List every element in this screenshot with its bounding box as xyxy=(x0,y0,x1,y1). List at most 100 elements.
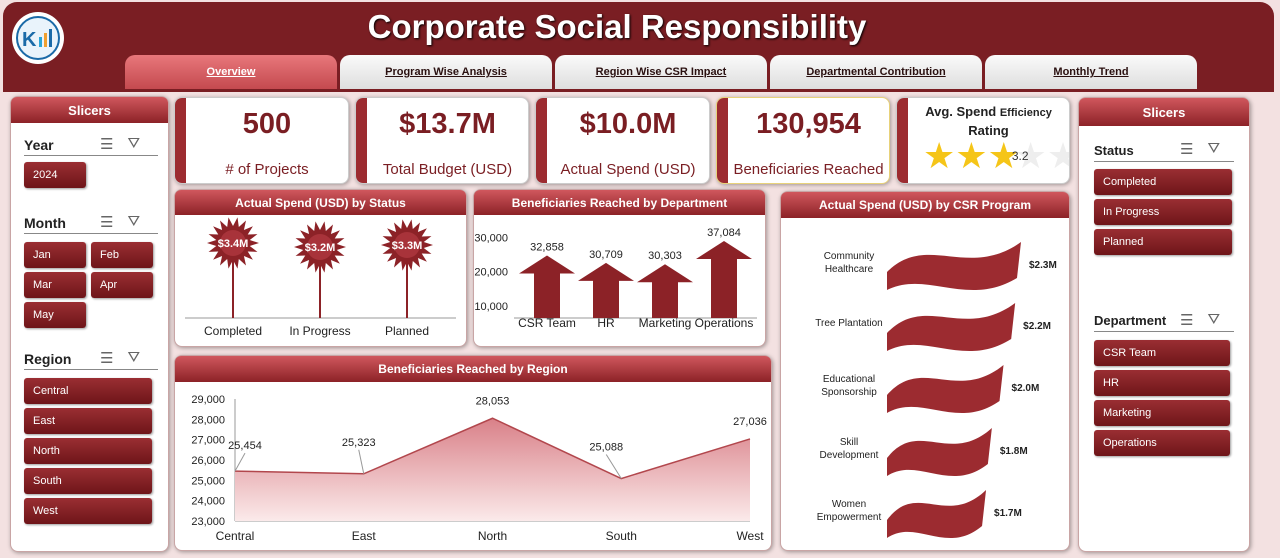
category-label: South xyxy=(606,529,637,543)
y-tick-label: 20,000 xyxy=(474,267,508,279)
y-tick-label: 27,000 xyxy=(191,435,225,447)
left-slicer-title: Slicers xyxy=(11,97,168,123)
region-item-east[interactable]: East xyxy=(24,408,152,434)
divider xyxy=(24,155,158,156)
status-item-completed[interactable]: Completed xyxy=(1094,169,1232,195)
kpi-value: 500 xyxy=(242,108,292,140)
region-item-south[interactable]: South xyxy=(24,468,152,494)
y-tick-label: 29,000 xyxy=(191,394,225,406)
rating-title-2: Efficiency xyxy=(999,107,1052,119)
category-label: In Progress xyxy=(289,324,350,338)
kpi-label: Total Budget (USD) xyxy=(382,161,513,178)
clear-filter-icon[interactable]: ⛛ xyxy=(127,213,141,230)
tab-region-wise-csr-impact[interactable]: Region Wise CSR Impact xyxy=(555,55,767,89)
month-item-mar[interactable]: Mar xyxy=(24,272,86,298)
region-area-chart: 23,000 24,000 25,000 26,000 27,000 28,000 29,0… xyxy=(191,394,766,543)
data-label: 30,303 xyxy=(648,250,682,262)
tab-program-wise-analysis[interactable]: Program Wise Analysis xyxy=(340,55,552,89)
arrow-bar xyxy=(578,262,634,318)
kpi-label: # of Projects xyxy=(225,161,309,178)
clear-filter-icon[interactable]: ⛛ xyxy=(1207,140,1221,157)
kpi-actual-spend: $10.0M Actual Spend (USD) xyxy=(535,97,710,184)
category-label: Operations xyxy=(695,316,754,330)
arrow-bar xyxy=(519,255,575,318)
kpi-label: Beneficiaries Reached xyxy=(733,161,884,178)
multi-select-icon[interactable]: ☰ xyxy=(1180,312,1194,329)
department-item-csr-team[interactable]: CSR Team xyxy=(1094,340,1230,366)
department-item-marketing[interactable]: Marketing xyxy=(1094,400,1230,426)
category-label: Community xyxy=(824,251,875,262)
multi-select-icon[interactable]: ☰ xyxy=(1180,141,1194,158)
program-bar xyxy=(887,490,987,539)
data-label: $2.0M xyxy=(1012,383,1040,394)
month-item-may[interactable]: May xyxy=(24,302,86,328)
rating-title-3: Rating xyxy=(968,123,1009,138)
page-title: Corporate Social Responsibility xyxy=(367,8,867,45)
multi-select-icon[interactable]: ☰ xyxy=(100,214,114,231)
data-label: $1.8M xyxy=(1000,446,1028,457)
left-slicer-panel: Slicers Year ☰ ⛛ 2024 Month ☰ ⛛ Jan Feb Ma… xyxy=(10,96,169,552)
category-label: CSR Team xyxy=(518,316,576,330)
program-bar xyxy=(887,428,992,477)
divider xyxy=(1094,331,1234,332)
kpi-value: $13.7M xyxy=(399,108,496,140)
program-chart-panel: Actual Spend (USD) by CSR Program $2.3M C… xyxy=(780,191,1070,551)
category-label: Planned xyxy=(385,324,429,338)
area-fill xyxy=(235,418,750,521)
clear-filter-icon[interactable]: ⛛ xyxy=(127,349,141,366)
year-item-2024[interactable]: 2024 xyxy=(24,162,86,188)
data-label: $1.7M xyxy=(994,508,1022,519)
department-chart-panel: Beneficiaries Reached by Department 10,0… xyxy=(473,189,766,347)
data-label: $2.3M xyxy=(1029,260,1057,271)
data-label: $3.4M xyxy=(218,238,249,250)
divider xyxy=(1094,161,1234,162)
region-item-west[interactable]: West xyxy=(24,498,152,524)
star-icon: ★ xyxy=(1014,135,1047,176)
tab-bar: Overview Program Wise Analysis Region Wi… xyxy=(125,55,1197,89)
multi-select-icon[interactable]: ☰ xyxy=(100,136,114,153)
kpi-total-budget: $13.7M Total Budget (USD) xyxy=(355,97,529,184)
category-label: Healthcare xyxy=(825,264,874,275)
tab-departmental-contribution[interactable]: Departmental Contribution xyxy=(770,55,982,89)
month-item-jan[interactable]: Jan xyxy=(24,242,86,268)
data-label: 25,323 xyxy=(342,437,376,449)
star-icon: ★ xyxy=(923,135,956,176)
y-tick-label: 30,000 xyxy=(474,232,508,244)
star-icon: ★ xyxy=(1047,138,1069,174)
region-item-north[interactable]: North xyxy=(24,438,152,464)
y-tick-label: 24,000 xyxy=(191,496,225,508)
year-slicer-label: Year xyxy=(24,137,54,153)
star-icon: ★ xyxy=(987,135,1020,176)
month-item-feb[interactable]: Feb xyxy=(91,242,153,268)
clear-filter-icon[interactable]: ⛛ xyxy=(1207,311,1221,328)
arrow-bar xyxy=(696,240,752,318)
status-item-in-progress[interactable]: In Progress xyxy=(1094,199,1232,225)
y-tick-label: 10,000 xyxy=(474,301,508,313)
data-label: $2.2M xyxy=(1023,321,1051,332)
category-label: North xyxy=(478,529,507,543)
tab-monthly-trend[interactable]: Monthly Trend xyxy=(985,55,1197,89)
multi-select-icon[interactable]: ☰ xyxy=(100,350,114,367)
category-label: East xyxy=(352,529,377,543)
tab-overview[interactable]: Overview xyxy=(125,55,337,89)
y-tick-label: 25,000 xyxy=(191,475,225,487)
category-label: Women xyxy=(832,499,866,510)
status-chart-panel: Actual Spend (USD) by Status $3.4M Comple… xyxy=(174,189,467,347)
month-item-apr[interactable]: Apr xyxy=(91,272,153,298)
region-item-central[interactable]: Central xyxy=(24,378,152,404)
category-label: Completed xyxy=(204,324,262,338)
clear-filter-icon[interactable]: ⛛ xyxy=(127,135,141,152)
right-slicer-title: Slicers xyxy=(1079,98,1249,126)
status-item-planned[interactable]: Planned xyxy=(1094,229,1232,255)
lollipop-core xyxy=(220,230,246,256)
chart-title: Actual Spend (USD) by CSR Program xyxy=(781,192,1069,218)
kpi-projects: 500 # of Projects xyxy=(174,97,349,184)
department-item-hr[interactable]: HR xyxy=(1094,370,1230,396)
lollipop-core xyxy=(394,232,420,258)
kpi-value: 130,954 xyxy=(756,108,861,140)
y-tick-label: 26,000 xyxy=(191,455,225,467)
program-bar-chart: $2.3M Community Healthcare $2.2M Tree Planta… xyxy=(815,242,1057,539)
y-tick-label: 28,000 xyxy=(191,414,225,426)
department-item-operations[interactable]: Operations xyxy=(1094,430,1230,456)
